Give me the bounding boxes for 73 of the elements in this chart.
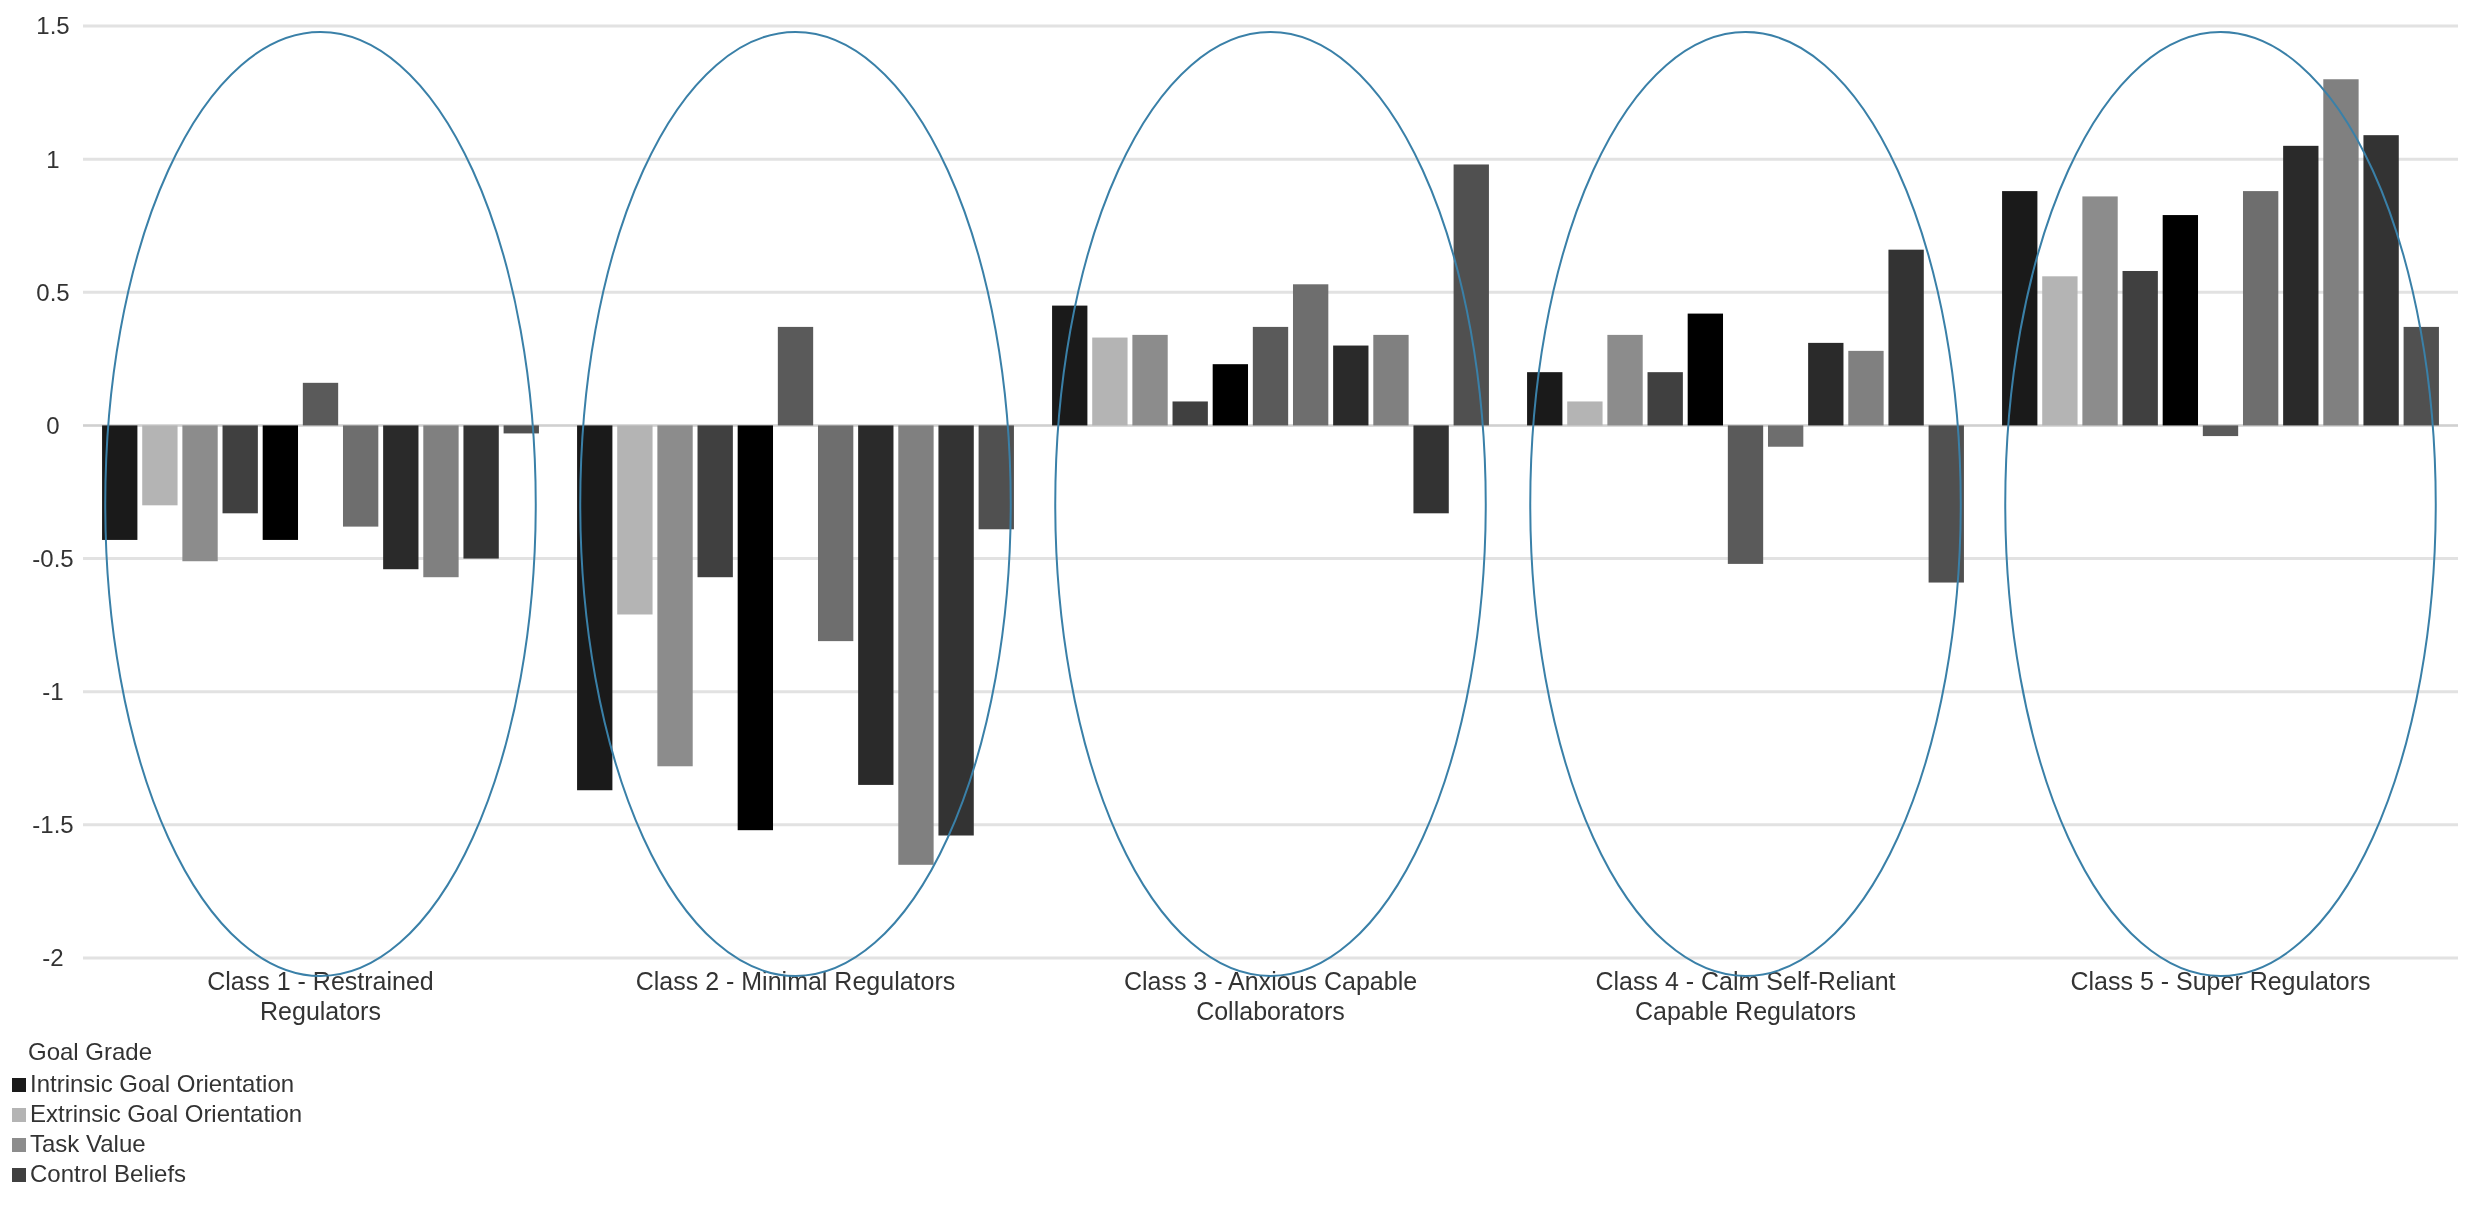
bar	[1052, 305, 1088, 426]
bar	[1292, 284, 1329, 426]
bar	[1527, 372, 1563, 426]
bar	[2363, 135, 2399, 426]
bar	[2323, 79, 2359, 426]
bar	[2242, 191, 2279, 426]
legend-label: Control Beliefs	[30, 1160, 187, 1187]
x-tick-label: Class 5 - Super Regulators	[2070, 967, 2371, 995]
bar	[2403, 326, 2439, 426]
y-tick-label: -1.5	[32, 811, 74, 839]
legend-label: Intrinsic Goal Orientation	[30, 1070, 295, 1097]
bar	[463, 425, 499, 559]
bar	[142, 425, 178, 506]
y-tick-label: 0.5	[36, 278, 70, 306]
bar	[262, 425, 299, 540]
x-tick-label: Class 2 - Minimal Regulators	[635, 967, 956, 995]
bar	[697, 425, 733, 578]
bar	[1413, 425, 1449, 514]
y-tick-label: -2	[42, 944, 64, 972]
bar	[898, 425, 934, 865]
bar	[777, 326, 814, 426]
bar	[1767, 425, 1804, 447]
bar	[1647, 372, 1683, 426]
bar	[182, 425, 218, 562]
bar	[938, 425, 974, 836]
bar	[1727, 425, 1764, 564]
x-tick-label: Class 4 - Calm Self-Reliant Capable Regulators	[1595, 967, 1896, 1025]
y-tick-label: 0	[46, 411, 60, 439]
bar	[1132, 334, 1168, 426]
bar	[1373, 334, 1409, 426]
legend-title: Goal Grade	[28, 1038, 153, 1065]
x-tick-label: Class 1 - Restrained Regulators	[207, 967, 434, 1025]
bar	[1567, 401, 1603, 426]
bar	[2122, 270, 2158, 426]
bar	[1888, 249, 1924, 426]
bar	[858, 425, 894, 785]
bar	[2162, 215, 2199, 426]
bar	[1848, 350, 1884, 426]
bar	[1453, 164, 1489, 426]
bar	[617, 425, 653, 615]
y-tick-label: -0.5	[32, 544, 74, 572]
bar	[2202, 425, 2239, 437]
bar	[737, 425, 774, 831]
bar	[1172, 401, 1208, 426]
bar	[102, 425, 138, 540]
bar	[2002, 191, 2038, 426]
bar	[1808, 342, 1844, 426]
bar	[1212, 364, 1249, 426]
bar	[1607, 334, 1643, 426]
y-tick-label: 1.5	[36, 12, 70, 40]
bar	[577, 425, 613, 791]
bar	[1252, 326, 1289, 426]
legend-label: Task Value	[30, 1130, 146, 1157]
bar	[2082, 196, 2118, 426]
bar	[2042, 276, 2078, 426]
bar	[423, 425, 459, 578]
bar	[383, 425, 419, 570]
bar	[1333, 345, 1369, 426]
x-tick-label: Class 3 - Anxious Capable Collaborators	[1123, 967, 1418, 1025]
bar	[222, 425, 258, 514]
bar	[1928, 425, 1964, 583]
y-tick-label: -1	[42, 678, 64, 706]
legend-label: Extrinsic Goal Orientation	[30, 1100, 303, 1127]
bar	[978, 425, 1014, 530]
bar	[1687, 313, 1724, 426]
bar	[657, 425, 693, 767]
bar	[1092, 337, 1128, 426]
bar	[503, 425, 539, 434]
bar	[342, 425, 379, 527]
bar	[817, 425, 854, 642]
y-tick-label: 1	[46, 145, 60, 173]
bar	[2283, 145, 2319, 426]
bar	[302, 382, 339, 426]
